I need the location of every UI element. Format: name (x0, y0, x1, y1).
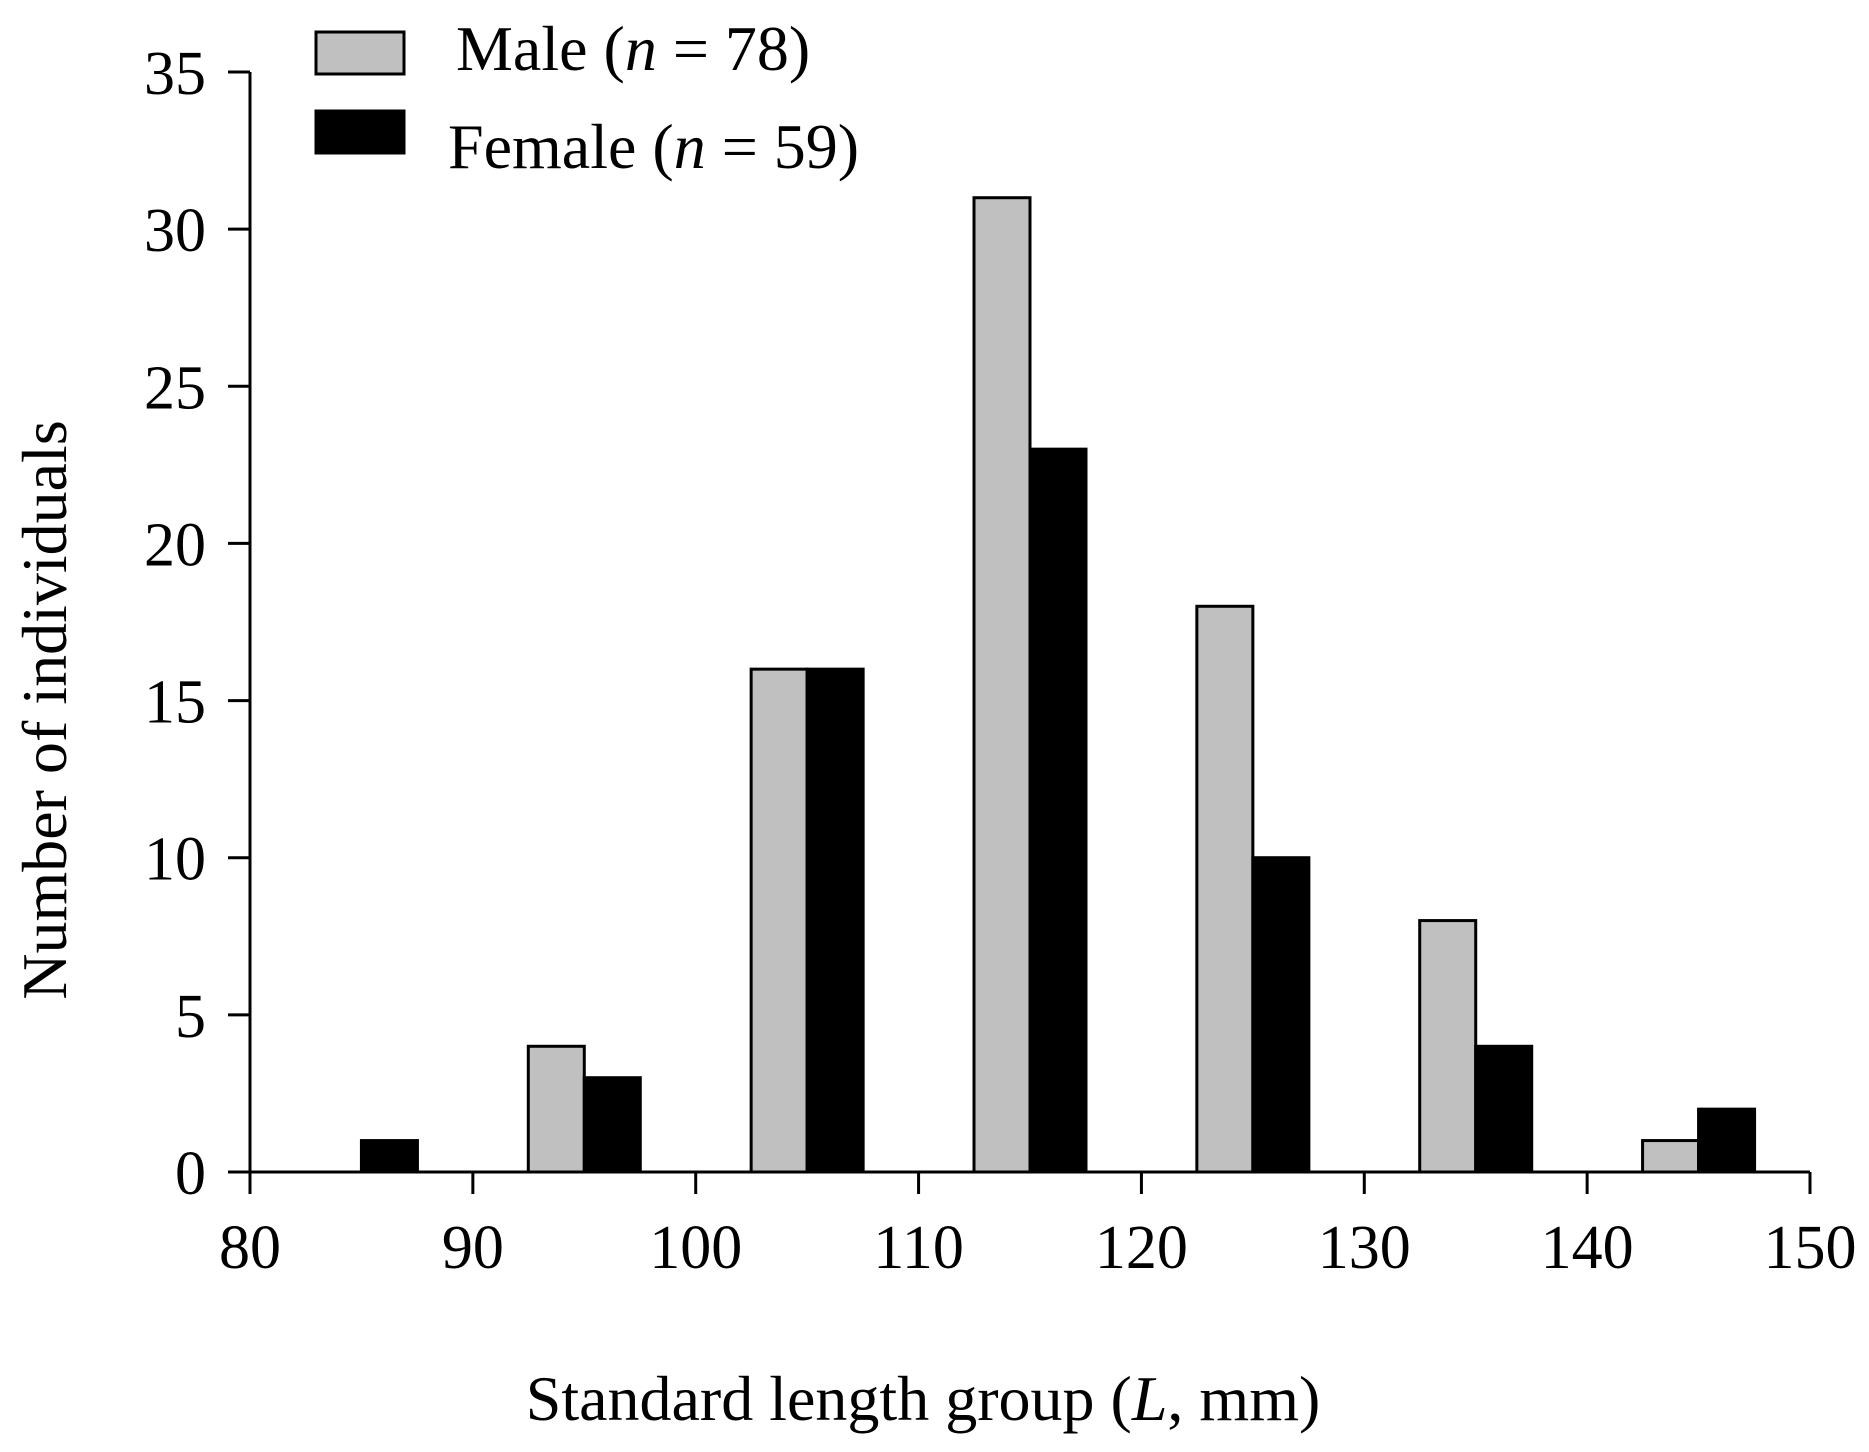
bar-male-95 (526, 1044, 586, 1174)
y-tick-label: 5 (175, 983, 206, 1051)
x-axis-title: Standard length group (L, mm) (526, 1363, 1321, 1434)
legend-swatch-female (314, 109, 406, 155)
x-tick-label: 100 (649, 1214, 742, 1282)
legend: Male (n = 78) Female (n = 59) (314, 13, 859, 182)
y-tick-label: 35 (144, 40, 206, 108)
y-axis-title: Number of individuals (9, 420, 80, 999)
y-tick-label: 30 (144, 197, 206, 265)
y-tick-label: 25 (144, 354, 206, 422)
x-tick-label: 140 (1541, 1214, 1634, 1282)
x-tick-label: 130 (1318, 1214, 1411, 1282)
bar-male-145 (1641, 1139, 1701, 1174)
y-tick-label: 15 (144, 669, 206, 737)
axes-layer: 0 5 10 15 20 25 30 35 80 90 100 110 120 130 140 150 (144, 40, 1857, 1282)
legend-label-female: Female (n = 59) (448, 111, 859, 182)
bar-female-115 (1028, 447, 1088, 1174)
bar-male-115 (972, 196, 1032, 1174)
x-tick-label: 110 (873, 1214, 964, 1282)
bars-layer (359, 196, 1757, 1174)
x-tick-label: 150 (1764, 1214, 1857, 1282)
bar-female-145 (1697, 1107, 1757, 1174)
y-tick-label: 0 (175, 1140, 206, 1208)
x-tick-label: 120 (1095, 1214, 1188, 1282)
bar-male-125 (1195, 604, 1255, 1174)
x-tick-label: 80 (219, 1214, 281, 1282)
bar-male-105 (749, 667, 809, 1174)
bar-female-135 (1474, 1044, 1534, 1174)
bar-female-95 (582, 1076, 642, 1174)
legend-swatch-male (314, 30, 406, 76)
legend-label-male: Male (n = 78) (456, 13, 810, 84)
y-tick-label: 10 (144, 826, 206, 894)
y-tick-label: 20 (144, 511, 206, 579)
x-tick-label: 90 (442, 1214, 504, 1282)
bar-female-125 (1251, 856, 1311, 1174)
bar-female-105 (805, 667, 865, 1174)
bar-male-135 (1418, 919, 1478, 1174)
bar-female-85 (359, 1139, 419, 1174)
